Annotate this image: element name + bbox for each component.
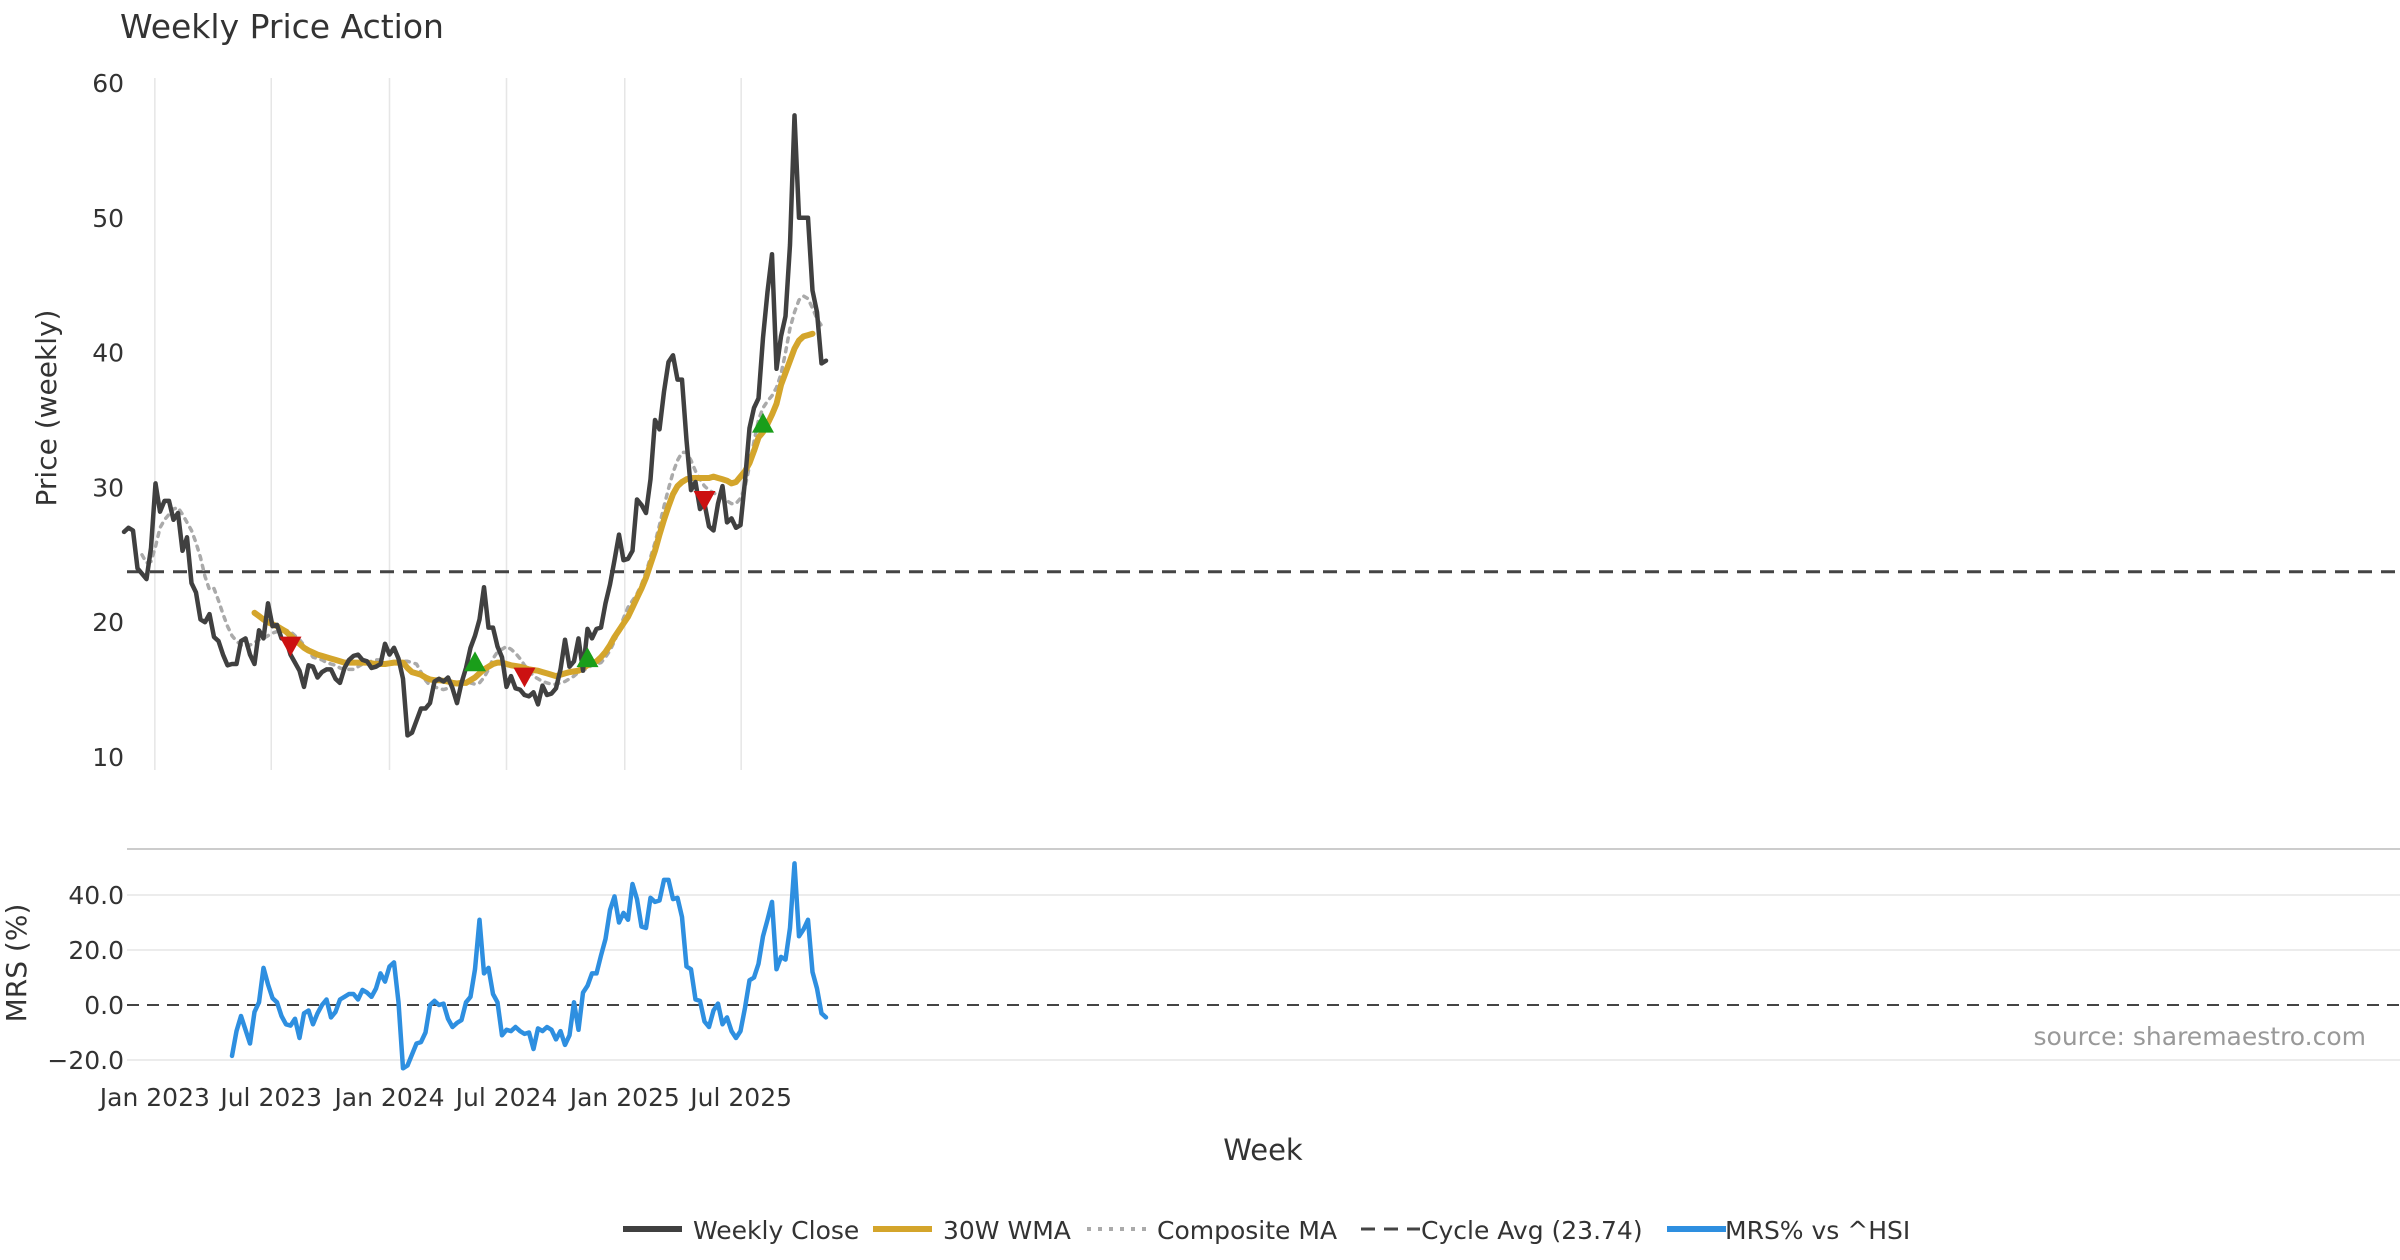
mrs-series-group	[229, 861, 829, 1071]
x-tick-label: Jan 2024	[332, 1083, 444, 1112]
price-y-tick-label: 30	[92, 473, 124, 502]
x-axis-label: Week	[1223, 1133, 1303, 1167]
price-y-tick-label: 10	[92, 743, 124, 772]
x-tick-labels: Jan 2023 Jul 2023 Jan 2024 Jul 2024 Jan 2025…	[98, 1083, 792, 1112]
weekly-close-line	[121, 113, 829, 738]
price-y-tick-label: 20	[92, 608, 124, 637]
price-y-tick-label: 50	[92, 204, 124, 233]
mrs-y-ticks: −20.0 0.0 20.0 40.0	[47, 881, 124, 1075]
price-grid	[154, 78, 742, 770]
legend-weekly-close-label: Weekly Close	[693, 1216, 859, 1245]
chart-title: Weekly Price Action	[120, 7, 444, 46]
signal-markers	[279, 412, 774, 688]
buy-signal-marker	[752, 412, 774, 433]
mrs-line	[229, 861, 829, 1071]
buy-signal-marker	[576, 647, 599, 668]
price-y-tick-label: 40	[92, 339, 124, 368]
x-tick-label: Jan 2025	[568, 1083, 680, 1112]
mrs-y-tick-label: −20.0	[47, 1046, 124, 1075]
wma-line	[251, 330, 816, 687]
legend-cycle-avg-label: Cycle Avg (23.74)	[1421, 1216, 1643, 1245]
price-axis-label: Price (weekly)	[30, 310, 63, 507]
x-tick-label: Jul 2025	[688, 1083, 792, 1112]
mrs-axis-label: MRS (%)	[0, 904, 33, 1023]
x-tick-label: Jul 2024	[454, 1083, 558, 1112]
mrs-y-tick-label: 0.0	[84, 991, 124, 1020]
legend: Weekly Close 30W WMA Composite MA Cycle …	[623, 1216, 1910, 1245]
mrs-y-tick-label: 40.0	[68, 881, 124, 910]
x-tick-label: Jul 2023	[218, 1083, 322, 1112]
sell-signal-marker	[693, 490, 716, 511]
sell-signal-marker	[279, 636, 302, 657]
price-series-group	[121, 113, 2400, 738]
legend-composite-label: Composite MA	[1157, 1216, 1337, 1245]
mrs-grid	[127, 894, 2400, 1061]
sell-signal-marker	[513, 667, 536, 688]
legend-wma-label: 30W WMA	[943, 1216, 1071, 1245]
price-y-ticks: 10 20 30 40 50 60	[92, 69, 124, 772]
source-note: source: sharemaestro.com	[2034, 1022, 2367, 1051]
price-y-tick-label: 60	[92, 69, 124, 98]
legend-mrs-label: MRS% vs ^HSI	[1725, 1216, 1910, 1245]
x-tick-label: Jan 2023	[98, 1083, 210, 1112]
mrs-y-tick-label: 20.0	[68, 936, 124, 965]
buy-signal-marker	[464, 651, 486, 672]
